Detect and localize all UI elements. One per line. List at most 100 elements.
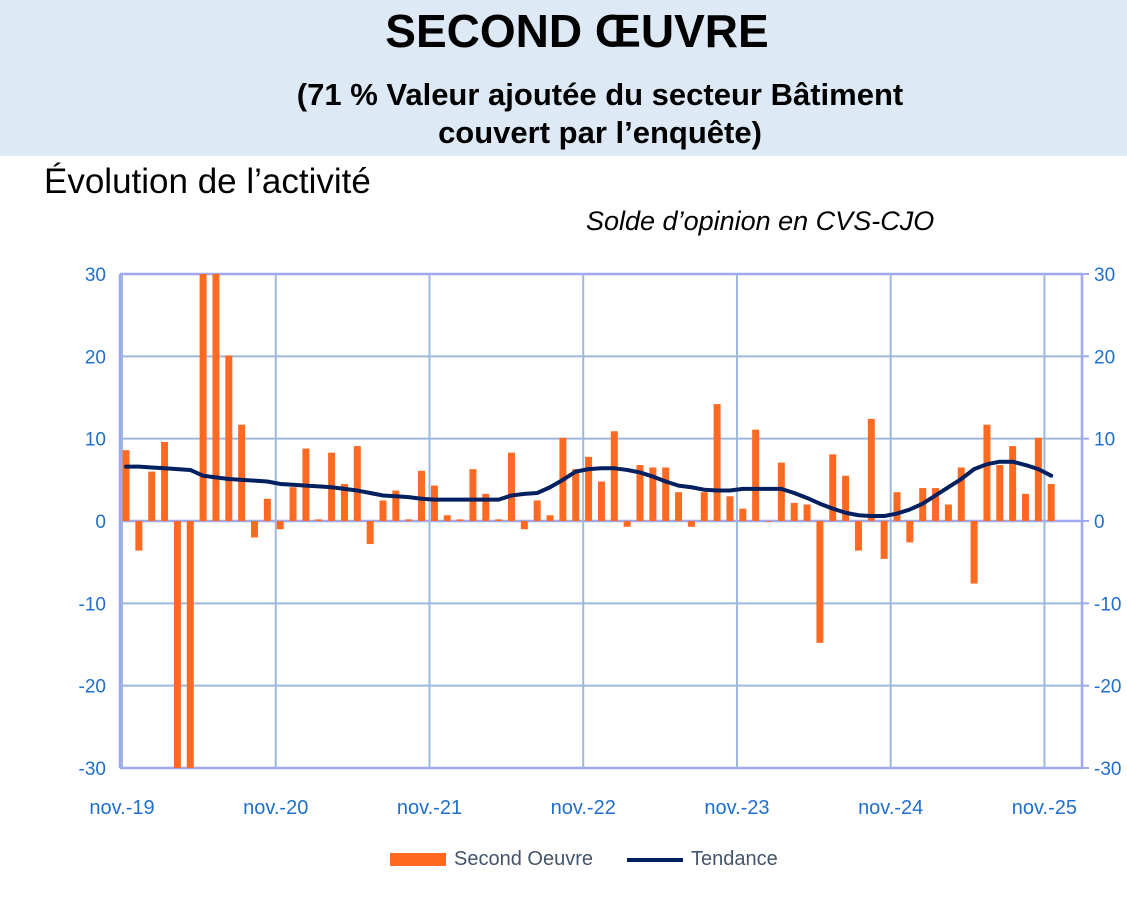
bar-second-oeuvre <box>122 450 130 521</box>
bar-second-oeuvre <box>572 469 580 521</box>
bar-second-oeuvre <box>418 470 426 521</box>
bar-second-oeuvre <box>983 424 991 521</box>
page-subtitle: (71 % Valeur ajoutée du secteur Bâtiment… <box>0 76 1127 152</box>
bar-second-oeuvre <box>790 502 798 521</box>
bar-second-oeuvre <box>752 429 760 521</box>
bar-second-oeuvre <box>1009 446 1017 521</box>
subtitle-line-1: (71 % Valeur ajoutée du secteur Bâtiment <box>296 77 904 112</box>
y-tick-label: 30 <box>85 265 106 286</box>
bar-second-oeuvre <box>225 355 233 521</box>
y2-tick-label: 10 <box>1094 430 1115 451</box>
bar-second-oeuvre <box>495 519 503 521</box>
bar-second-oeuvre <box>135 521 143 551</box>
bar-second-oeuvre <box>148 471 156 521</box>
bar-second-oeuvre <box>212 274 220 521</box>
y-tick-label: 0 <box>95 512 106 533</box>
bar-second-oeuvre <box>803 504 811 521</box>
bar-second-oeuvre <box>186 521 194 768</box>
x-tick-label: nov.-22 <box>551 797 616 819</box>
bar-second-oeuvre <box>520 521 528 530</box>
x-tick-label: nov.-21 <box>397 797 462 819</box>
bar-second-oeuvre <box>906 521 914 543</box>
y-tick-label: 20 <box>85 347 106 368</box>
bar-second-oeuvre <box>880 521 888 559</box>
unit-label: Solde d’opinion en CVS-CJO <box>586 206 935 236</box>
bar-second-oeuvre <box>482 493 490 521</box>
bar-second-oeuvre <box>199 274 207 521</box>
bar-second-oeuvre <box>713 404 721 521</box>
bar-second-oeuvre <box>1034 437 1042 521</box>
bar-second-oeuvre <box>392 490 400 521</box>
y-tick-label: -30 <box>79 759 106 780</box>
bar-second-oeuvre <box>610 431 618 521</box>
bar-second-oeuvre <box>970 521 978 584</box>
bar-second-oeuvre <box>405 519 413 521</box>
y2-tick-label: -10 <box>1094 594 1121 615</box>
bar-second-oeuvre <box>623 521 631 527</box>
bar-second-oeuvre <box>854 521 862 551</box>
bar-second-oeuvre <box>161 441 169 521</box>
bar-second-oeuvre <box>636 465 644 521</box>
bar-second-oeuvre <box>1047 483 1055 521</box>
y2-tick-label: 0 <box>1094 512 1105 533</box>
bar-second-oeuvre <box>829 454 837 521</box>
bar-second-oeuvre <box>353 446 361 521</box>
x-tick-label: nov.-19 <box>89 797 154 819</box>
legend-line-swatch <box>626 857 683 862</box>
y-tick-label: 10 <box>85 430 106 451</box>
bar-second-oeuvre <box>700 492 708 521</box>
bar-second-oeuvre <box>366 521 374 545</box>
section-title: Évolution de l’activité <box>44 162 371 201</box>
bar-second-oeuvre <box>777 462 785 521</box>
bar-second-oeuvre <box>251 521 258 538</box>
bar-second-oeuvre <box>649 467 657 521</box>
bar-second-oeuvre <box>675 492 683 521</box>
bar-second-oeuvre <box>932 488 940 521</box>
legend-bar-swatch <box>390 853 446 866</box>
y-tick-label: -20 <box>79 677 106 698</box>
bar-second-oeuvre <box>662 467 670 521</box>
bar-second-oeuvre <box>289 487 297 521</box>
bar-second-oeuvre <box>456 519 464 521</box>
bar-second-oeuvre <box>508 452 515 521</box>
bar-second-oeuvre <box>1022 493 1029 521</box>
bar-second-oeuvre <box>816 521 824 643</box>
bar-second-oeuvre <box>996 465 1004 521</box>
bar-second-oeuvre <box>263 498 271 521</box>
bar-second-oeuvre <box>944 504 952 521</box>
y2-tick-label: 30 <box>1094 265 1115 286</box>
bar-second-oeuvre <box>546 515 554 521</box>
y2-tick-label: 20 <box>1094 347 1115 368</box>
bar-second-oeuvre <box>379 500 387 521</box>
bar-second-oeuvre <box>238 424 246 521</box>
bar-second-oeuvre <box>173 521 181 768</box>
header-band: SECOND ŒUVRE (71 % Valeur ajoutée du sec… <box>0 0 1127 156</box>
bar-second-oeuvre <box>765 521 772 522</box>
bar-second-oeuvre <box>443 515 451 521</box>
bar-second-oeuvre <box>726 496 734 521</box>
bar-second-oeuvre <box>585 456 593 521</box>
legend: Second Oeuvre Tendance <box>390 848 778 871</box>
legend-label-bars: Second Oeuvre <box>454 848 593 870</box>
bar-second-oeuvre <box>739 508 747 521</box>
legend-label-trend: Tendance <box>690 848 778 870</box>
y2-tick-label: -20 <box>1094 677 1121 698</box>
subtitle-line-2: couvert par l’enquête) <box>438 115 762 150</box>
bar-second-oeuvre <box>340 483 348 521</box>
x-tick-label: nov.-23 <box>704 797 769 819</box>
x-tick-label: nov.-24 <box>858 797 923 819</box>
bar-second-oeuvre <box>315 519 323 521</box>
bar-second-oeuvre <box>533 500 541 521</box>
bar-second-oeuvre <box>842 475 850 521</box>
x-tick-label: nov.-25 <box>1012 797 1077 819</box>
bar-second-oeuvre <box>867 418 875 521</box>
bar-second-oeuvre <box>687 521 695 527</box>
bar-second-oeuvre <box>276 521 284 530</box>
y-tick-label: -10 <box>79 594 106 615</box>
line-tendance <box>124 459 1054 519</box>
y2-tick-label: -30 <box>1094 759 1121 780</box>
bar-second-oeuvre <box>893 492 901 521</box>
bar-second-oeuvre <box>430 485 438 521</box>
bar-second-oeuvre <box>957 467 965 521</box>
